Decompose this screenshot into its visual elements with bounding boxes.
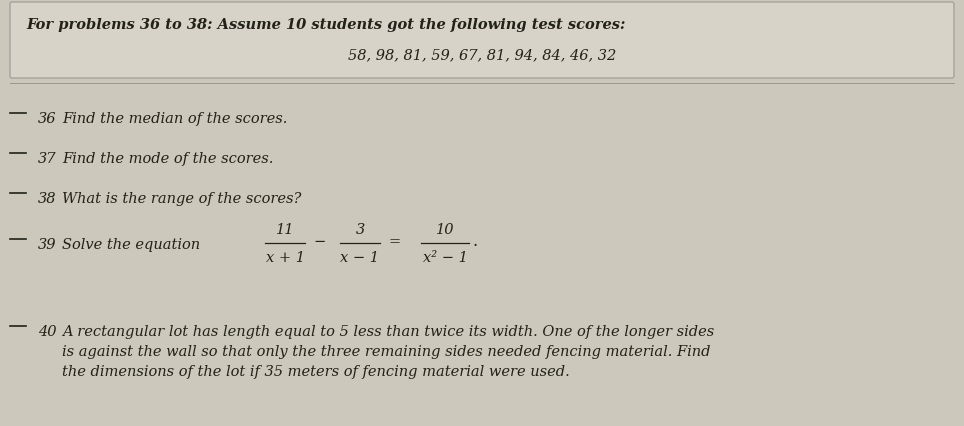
Text: A rectangular lot has length equal to 5 less than twice its width. One of the lo: A rectangular lot has length equal to 5 …	[62, 324, 714, 378]
Text: x − 1: x − 1	[340, 250, 380, 265]
Text: 37: 37	[38, 152, 57, 166]
Text: 39: 39	[38, 237, 57, 251]
Text: Find the mode of the scores.: Find the mode of the scores.	[62, 152, 274, 166]
Text: Find the median of the scores.: Find the median of the scores.	[62, 112, 287, 126]
Text: 58, 98, 81, 59, 67, 81, 94, 84, 46, 32: 58, 98, 81, 59, 67, 81, 94, 84, 46, 32	[348, 48, 616, 62]
Text: 3: 3	[356, 222, 364, 236]
Text: .: .	[472, 233, 477, 250]
Text: −: −	[314, 234, 326, 248]
Text: 38: 38	[38, 192, 57, 205]
Text: What is the range of the scores?: What is the range of the scores?	[62, 192, 302, 205]
Text: 11: 11	[276, 222, 294, 236]
Text: x² − 1: x² − 1	[422, 250, 468, 265]
Text: For problems 36 to 38: Assume 10 students got the following test scores:: For problems 36 to 38: Assume 10 student…	[26, 18, 626, 32]
Text: x + 1: x + 1	[265, 250, 305, 265]
Text: =: =	[388, 234, 401, 248]
Text: Solve the equation: Solve the equation	[62, 237, 201, 251]
FancyBboxPatch shape	[10, 3, 954, 79]
Text: 40: 40	[38, 324, 57, 338]
Text: 10: 10	[436, 222, 454, 236]
Text: 36: 36	[38, 112, 57, 126]
